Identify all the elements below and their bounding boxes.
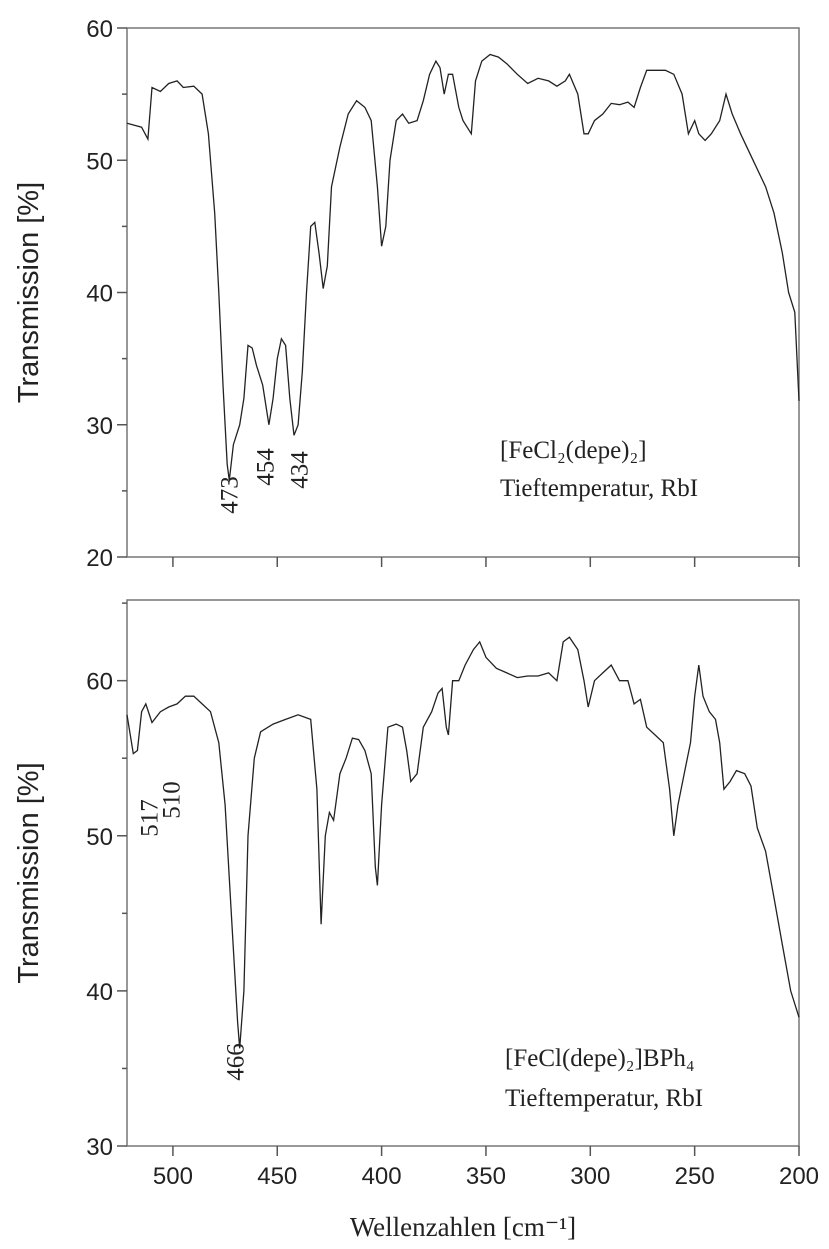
x-tick-label: 350 — [466, 1163, 506, 1190]
x-tick-label: 300 — [570, 1163, 610, 1190]
spectrum-line — [126, 53, 800, 481]
sample-label: [FeCl₂(depe)₂] — [500, 437, 647, 464]
x-tick-label: 400 — [362, 1163, 402, 1190]
x-axis-label: Wellenzahlen [cm⁻¹] — [350, 1212, 576, 1242]
y-tick-label: 50 — [86, 824, 113, 851]
peak-label: 454 — [253, 448, 280, 486]
sample-label: Tieftemperatur, RbI — [505, 1085, 703, 1112]
sample-label: Tieftemperatur, RbI — [500, 475, 698, 502]
y-tick-label: 40 — [86, 979, 113, 1006]
x-tick-label: 450 — [257, 1163, 297, 1190]
y-tick-label: 60 — [86, 669, 113, 696]
y-tick-label: 20 — [86, 545, 113, 572]
peak-label: 517 — [137, 799, 164, 837]
peak-label: 466 — [223, 1043, 250, 1081]
y-tick-label: 30 — [86, 413, 113, 440]
y-tick-label: 60 — [86, 16, 113, 43]
sample-label: [FeCl(depe)₂]BPh₄ — [505, 1045, 695, 1072]
peak-label: 434 — [287, 451, 314, 489]
spectrum-line — [126, 636, 800, 1049]
y-tick-label: 40 — [86, 281, 113, 308]
peak-label: 473 — [217, 476, 244, 514]
x-tick-label: 200 — [779, 1163, 819, 1190]
y-tick-label: 30 — [86, 1134, 113, 1161]
plot-frame — [126, 599, 800, 1147]
peak-label: 510 — [159, 781, 186, 819]
y-axis-label: Transmission [%] — [13, 762, 45, 983]
x-tick-label: 500 — [153, 1163, 193, 1190]
y-axis-label: Transmission [%] — [13, 182, 45, 403]
x-tick-label: 250 — [675, 1163, 715, 1190]
y-tick-label: 50 — [86, 148, 113, 175]
